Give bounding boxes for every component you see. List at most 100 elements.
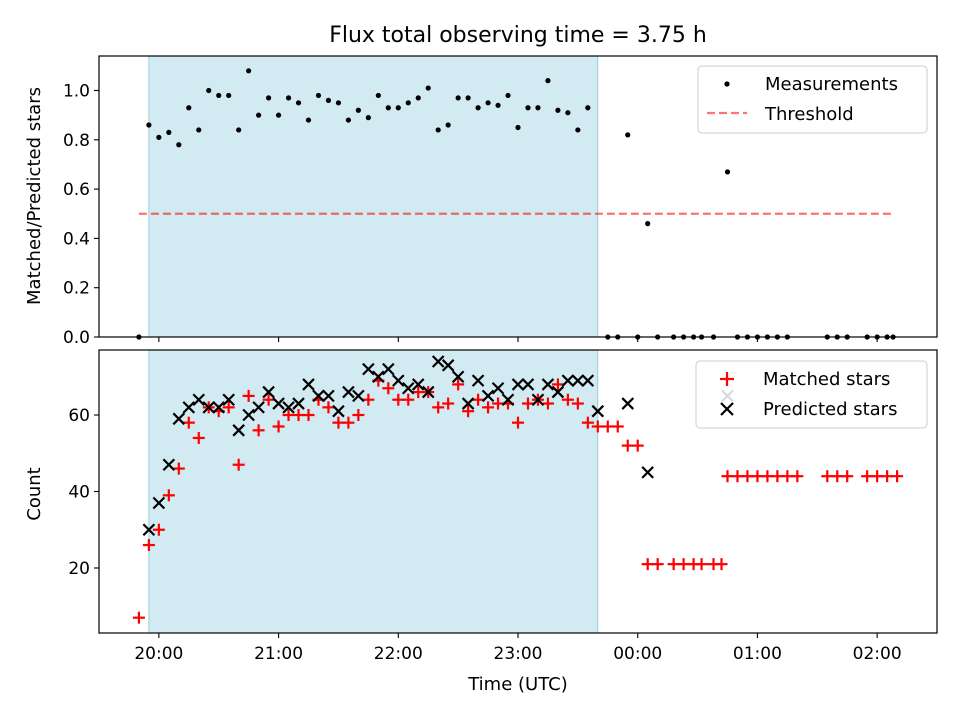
matched-point-39 [521, 397, 534, 410]
x-tick-label-6: 02:00 [853, 644, 902, 664]
predicted-point-39 [531, 393, 545, 406]
measurement-point-19 [325, 97, 332, 103]
predicted-point-13 [272, 397, 285, 410]
matched-point-50 [631, 439, 644, 452]
predicted-point-28 [421, 385, 435, 399]
measurement-point-12 [256, 112, 262, 118]
legend-matched-marker [720, 372, 734, 386]
legend-measurements-marker [724, 81, 730, 87]
measurement-point-18 [315, 92, 322, 99]
predicted-point-47 [641, 466, 654, 479]
matched-point-43 [561, 393, 574, 406]
legend-measurements-label: Measurements [765, 74, 898, 95]
x-tick-label-2: 22:00 [374, 644, 423, 664]
predicted-point-6 [202, 401, 216, 414]
legend-predicted-label: Predicted stars [763, 399, 897, 420]
top-y-tick-label-3: 0.6 [63, 180, 90, 200]
predicted-point-24 [382, 362, 395, 376]
measurement-point-34 [475, 105, 481, 111]
matched-point-27 [402, 393, 415, 406]
measurement-point-35 [485, 100, 491, 106]
bottom-y-tick-label-2: 60 [68, 406, 90, 426]
measurements-series [136, 68, 896, 340]
measurement-point-48 [625, 132, 631, 138]
measurement-point-57 [724, 169, 731, 175]
measurement-point-13 [265, 95, 272, 101]
measurement-point-39 [525, 105, 531, 111]
measurement-point-7 [206, 87, 212, 94]
measurement-point-2 [156, 134, 162, 140]
measurement-point-4 [176, 142, 182, 148]
predicted-point-36 [501, 393, 515, 406]
predicted-point-33 [471, 374, 485, 387]
predicted-point-8 [222, 393, 235, 406]
matched-point-12 [252, 424, 265, 437]
predicted-point-3 [172, 412, 186, 426]
matched-point-31 [442, 397, 455, 410]
top-y-tick-label-4: 0.8 [63, 131, 90, 151]
measurement-point-10 [236, 127, 242, 133]
x-tick-label-3: 23:00 [494, 644, 543, 664]
x-axis-label: Time (UTC) [467, 674, 568, 695]
measurement-point-3 [166, 129, 172, 136]
matched-point-1 [142, 539, 155, 552]
measurement-point-25 [385, 105, 391, 111]
legend-matched-label: Matched stars [763, 369, 890, 390]
top-legend-box [697, 65, 928, 134]
matched-point-6 [192, 431, 205, 444]
matched-point-19 [322, 401, 335, 414]
top-y-tick-label-2: 0.4 [63, 229, 90, 249]
measurement-point-33 [465, 95, 471, 101]
x-tick-label-0: 20:00 [134, 644, 183, 664]
measurement-point-36 [495, 102, 501, 108]
measurement-point-32 [455, 95, 461, 101]
bottom-observing-window-shade [148, 349, 599, 634]
measurement-point-9 [226, 92, 232, 99]
measurement-point-30 [435, 127, 441, 133]
measurement-point-16 [295, 100, 302, 106]
matched-point-38 [512, 416, 524, 429]
matched-point-14 [272, 420, 285, 433]
predicted-point-37 [511, 378, 525, 391]
matched-point-5 [182, 416, 195, 429]
predicted-point-32 [461, 397, 475, 410]
top-y-tick-label-1: 0.2 [63, 279, 90, 299]
predicted-point-15 [292, 397, 305, 410]
predicted-point-18 [322, 389, 335, 403]
predicted-point-30 [441, 359, 455, 372]
measurement-point-26 [395, 105, 401, 111]
predicted-point-20 [342, 385, 355, 399]
measurement-point-37 [505, 92, 511, 99]
legend-predicted-marker [720, 402, 734, 416]
predicted-point-22 [362, 362, 375, 376]
bottom-y-tick-label-0: 20 [68, 559, 90, 579]
measurement-point-31 [445, 122, 451, 128]
predicted-point-14 [282, 401, 295, 414]
predicted-point-25 [392, 374, 405, 387]
predicted-point-9 [232, 424, 245, 437]
matched-point-2 [152, 523, 165, 536]
matched-point-13 [262, 393, 275, 406]
predicted-point-11 [252, 401, 265, 414]
predicted-point-31 [451, 370, 465, 384]
predicted-point-17 [312, 389, 325, 403]
measurement-point-44 [575, 127, 581, 133]
bottom-legend: Matched stars Predicted stars [695, 360, 928, 429]
predicted-point-27 [411, 378, 425, 391]
measurement-point-24 [375, 92, 381, 99]
matched-point-30 [432, 401, 445, 414]
measurement-point-27 [405, 100, 411, 106]
matched-point-44 [571, 397, 584, 410]
predicted-point-12 [262, 385, 275, 399]
measurement-point-15 [285, 95, 292, 101]
matched-point-58 [715, 558, 728, 571]
measurement-point-38 [515, 124, 521, 131]
matched-point-73 [891, 470, 904, 483]
measurement-point-41 [545, 78, 551, 84]
measurement-point-50 [645, 221, 651, 227]
measurement-point-29 [425, 85, 431, 91]
bottom-x-axis: 20:00 21:00 22:00 23:00 00:00 01:00 02:00 [134, 633, 902, 664]
matched-point-4 [172, 462, 185, 475]
bottom-y-tick-label-1: 40 [68, 483, 90, 503]
